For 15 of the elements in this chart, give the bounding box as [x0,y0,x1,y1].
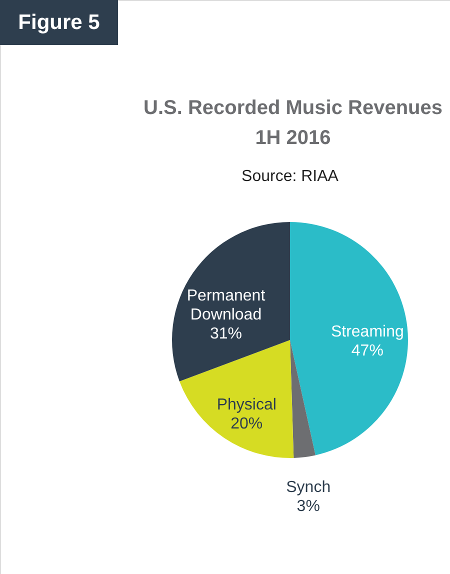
pie-slice [179,340,294,458]
pie-slice [290,340,316,458]
pie-slice [290,222,408,456]
data-label: 31% [210,326,242,343]
slice-label: Physical [216,396,276,414]
slice-label: Permanent Download [186,288,266,324]
data-label: 20% [230,416,263,433]
data-label: 3% [296,498,320,515]
chart-title: U.S. Recorded Music Revenues 1H 2016 [144,97,442,149]
pie-slice [172,222,290,382]
slice-label: Synch [286,478,331,496]
slice-label: Streaming [330,324,404,341]
caption: Figure 5 [18,11,100,34]
data-label: 47% [351,342,384,360]
chart-subtitle: Source: RIAA [242,168,339,185]
